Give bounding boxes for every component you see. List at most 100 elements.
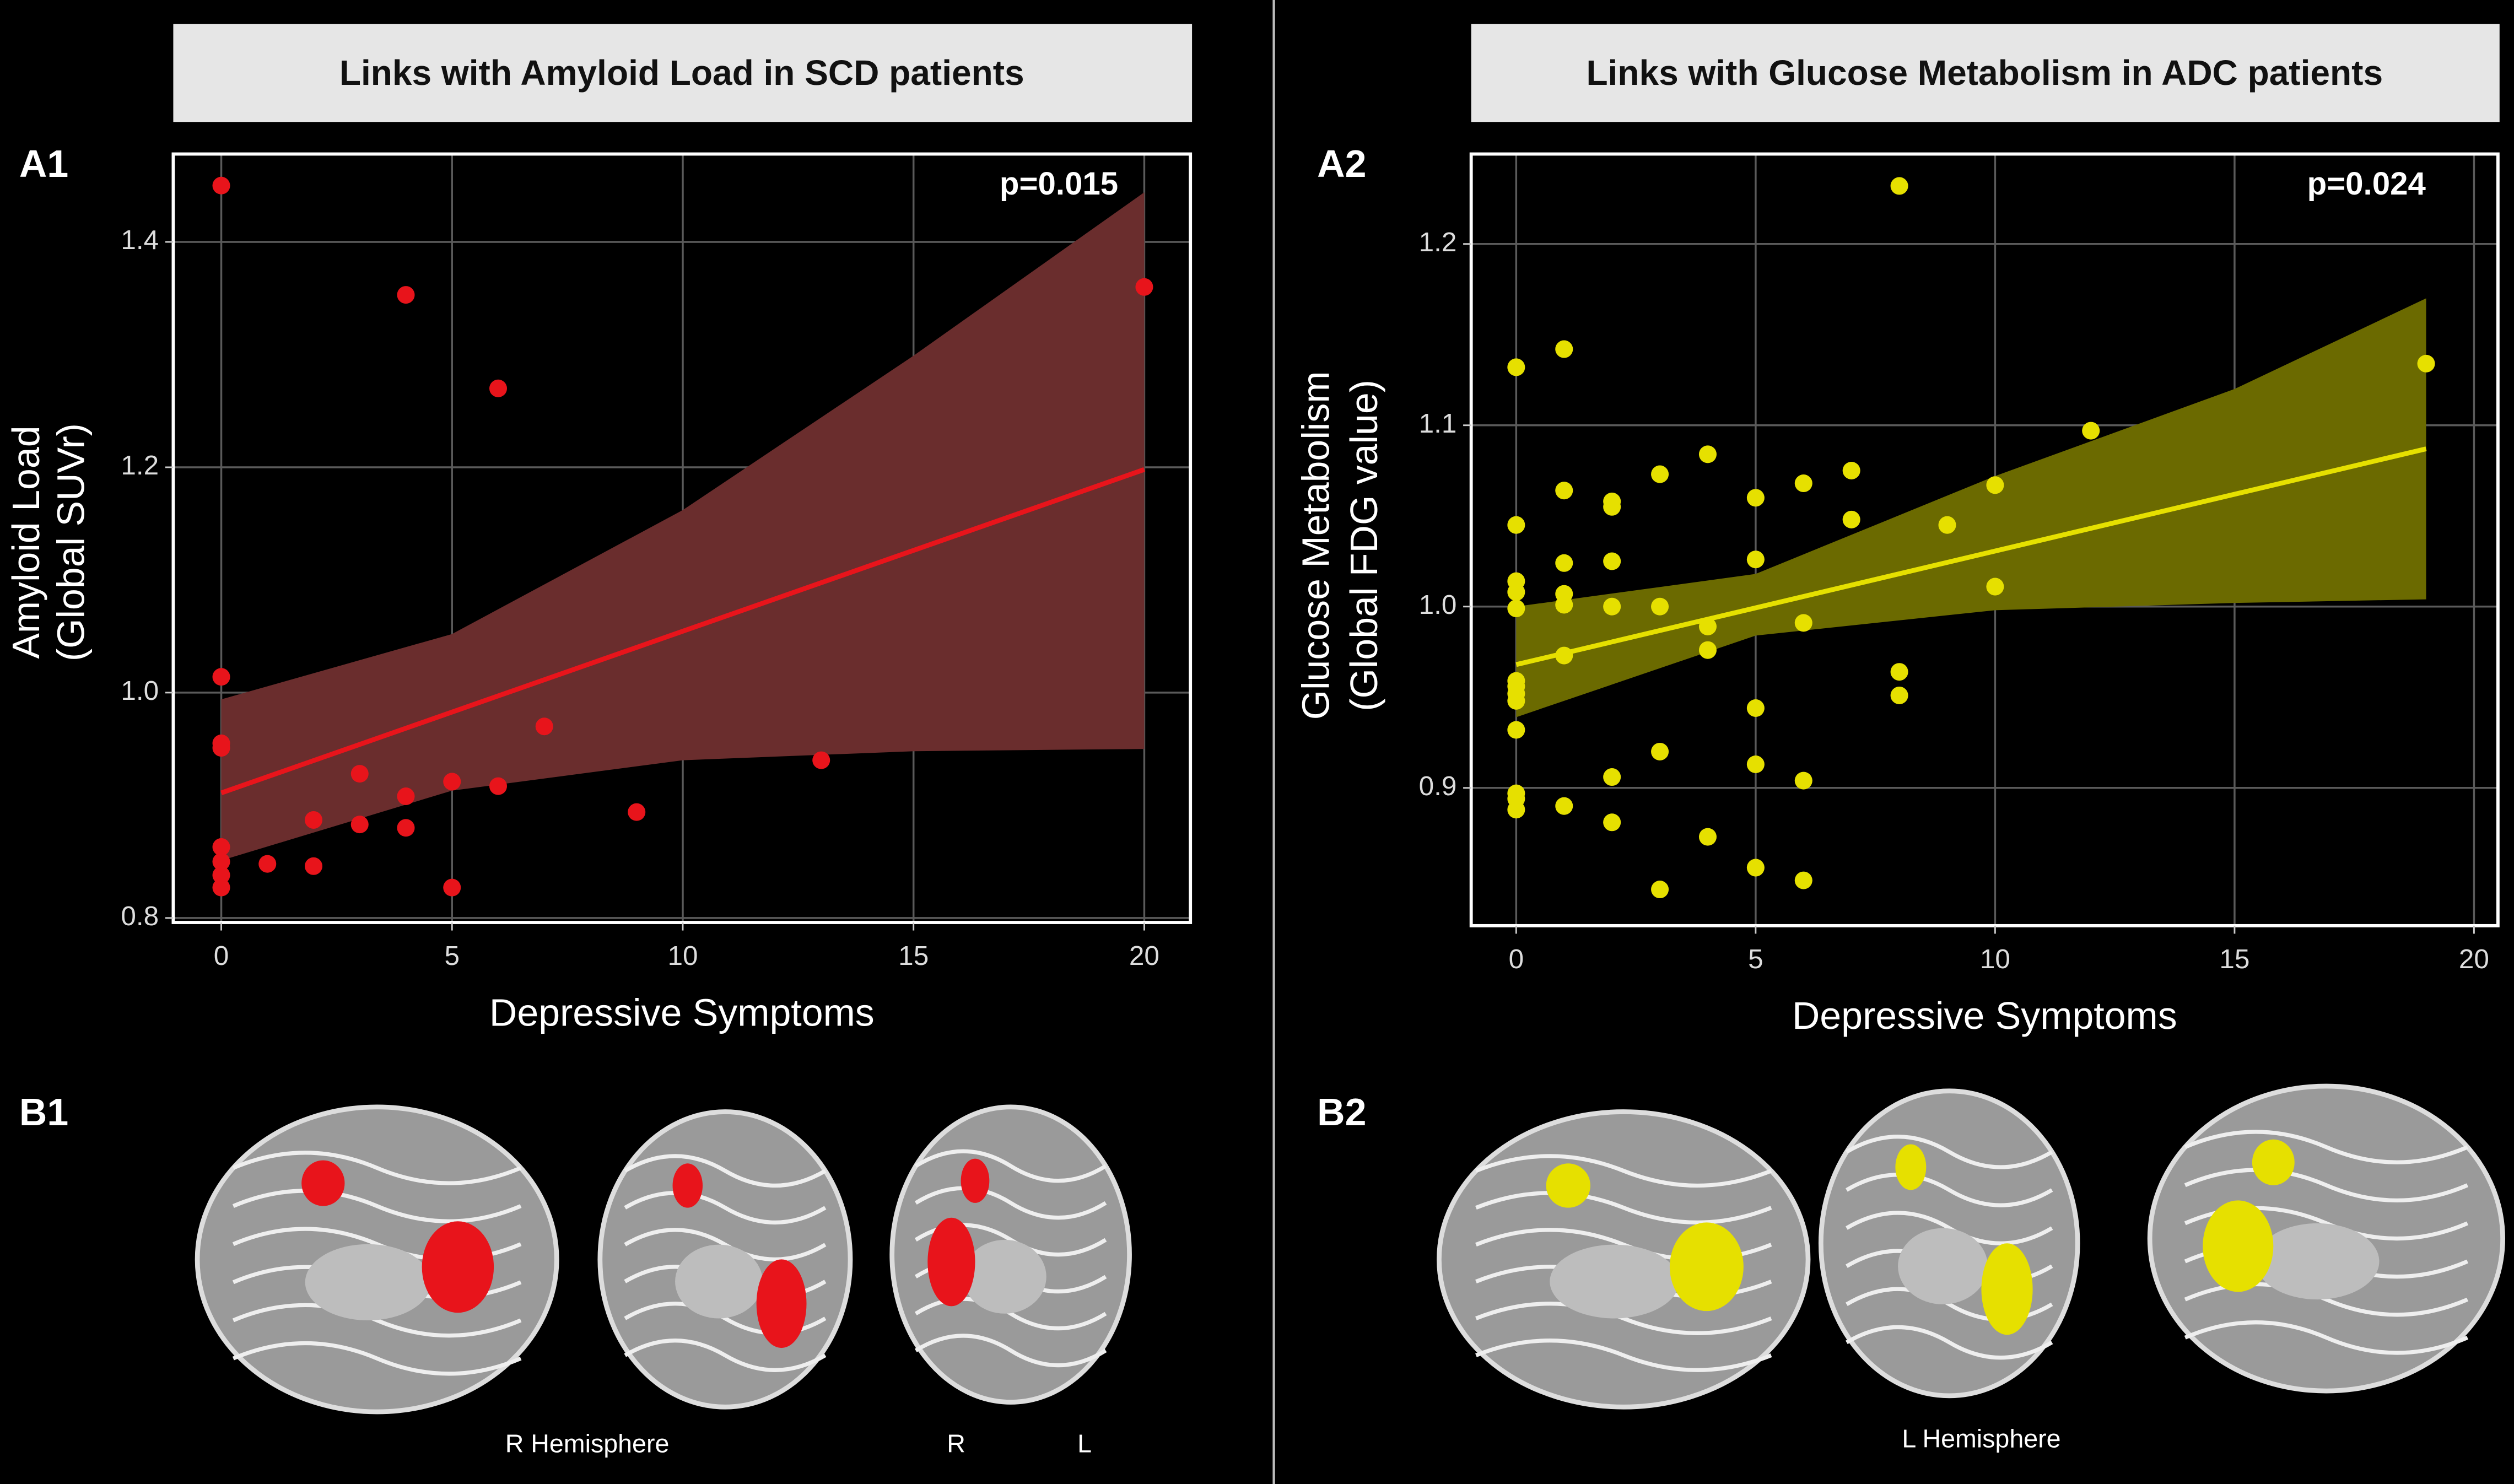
data-point — [212, 852, 230, 871]
brain-fold — [232, 1151, 522, 1185]
data-point — [1746, 699, 1765, 717]
brain-fold — [1846, 1135, 2053, 1169]
brain-core — [963, 1239, 1046, 1314]
data-point — [1746, 859, 1765, 877]
side-label: R — [947, 1429, 965, 1458]
panel-label: A1 — [19, 142, 68, 185]
data-point — [1938, 516, 1956, 534]
activation-blob — [301, 1160, 345, 1206]
x-tick-label: 15 — [898, 941, 929, 971]
data-point — [1651, 597, 1669, 616]
data-point — [1986, 578, 2004, 596]
data-point — [304, 811, 323, 829]
y-tick-label: 1.4 — [121, 225, 159, 255]
brain-fold — [914, 1149, 1107, 1183]
activation-blob — [2252, 1139, 2295, 1185]
chart-title: Links with Glucose Metabolism in ADC pat… — [1586, 53, 2383, 93]
annotation: p=0.024 — [2307, 166, 2426, 202]
brain-fold — [2184, 1168, 2469, 1202]
side-label: L — [1077, 1429, 1092, 1458]
panel-label: B2 — [1317, 1091, 1366, 1134]
brain-core — [675, 1244, 763, 1319]
panel-label: B1 — [19, 1091, 68, 1134]
activation-blob — [1669, 1222, 1744, 1312]
data-point — [212, 878, 230, 897]
activation-blob — [1895, 1144, 1927, 1190]
data-point — [443, 773, 461, 791]
x-tick-label: 20 — [1129, 941, 1159, 971]
data-point — [1698, 445, 1717, 463]
data-point — [1794, 771, 1812, 790]
data-point — [2082, 422, 2100, 440]
data-point — [1507, 692, 1525, 710]
data-point — [212, 866, 230, 884]
data-point — [1651, 881, 1669, 899]
brain-core — [1898, 1228, 1988, 1304]
brain-fold — [1475, 1154, 1772, 1188]
data-point — [304, 857, 323, 875]
data-point — [628, 803, 646, 821]
data-point — [489, 379, 508, 397]
x-tick-label: 5 — [1748, 944, 1763, 974]
data-point — [1507, 801, 1525, 819]
brain-core — [1550, 1244, 1679, 1319]
activation-blob — [1546, 1163, 1590, 1208]
data-point — [1507, 516, 1525, 534]
x-tick-label: 10 — [1980, 944, 2010, 974]
data-point — [397, 819, 415, 837]
data-point — [1651, 465, 1669, 483]
data-point — [2417, 354, 2435, 373]
data-point — [1746, 551, 1765, 569]
data-point — [1890, 663, 1908, 681]
data-point — [258, 855, 277, 873]
data-point — [1507, 600, 1525, 618]
data-point — [1555, 646, 1573, 665]
x-tick-label: 20 — [2459, 944, 2489, 974]
brain-fold — [624, 1228, 827, 1261]
data-point — [1555, 482, 1573, 500]
data-point — [1746, 755, 1765, 774]
brain-fold — [1846, 1211, 2053, 1245]
brain-fold — [2184, 1130, 2469, 1164]
x-axis-label: Depressive Symptoms — [489, 991, 875, 1034]
brain-fold — [2184, 1320, 2469, 1355]
activation-blob — [927, 1217, 975, 1307]
x-axis-label: Depressive Symptoms — [1792, 994, 2177, 1037]
data-point — [1603, 552, 1621, 570]
fit-line — [1515, 446, 2427, 667]
y-axis-label: (Global SUVr) — [49, 423, 92, 661]
fit-line — [220, 467, 1145, 795]
plot-frame — [1469, 152, 2500, 927]
y-tick-label: 1.2 — [1419, 227, 1457, 257]
brain-fold — [624, 1191, 827, 1224]
brain-fold — [1846, 1325, 2053, 1360]
brain-fold — [232, 1303, 522, 1338]
data-point — [1507, 358, 1525, 376]
x-tick-label: 10 — [667, 941, 698, 971]
title-box — [173, 24, 1193, 122]
data-point — [1842, 510, 1860, 528]
data-point — [1507, 583, 1525, 601]
brain-fold — [1475, 1339, 1772, 1372]
data-point — [1555, 596, 1573, 614]
confidence-band — [221, 192, 1145, 861]
data-point — [212, 668, 230, 686]
data-point — [350, 816, 369, 834]
data-point — [1603, 813, 1621, 832]
y-tick-label: 1.0 — [1419, 590, 1457, 620]
activation-blob — [1981, 1243, 2033, 1335]
data-point — [1651, 742, 1669, 760]
x-tick-label: 0 — [1509, 944, 1524, 974]
brain-fold — [624, 1154, 827, 1188]
data-point — [350, 765, 369, 783]
y-tick-label: 1.0 — [121, 676, 159, 706]
activation-blob — [2203, 1200, 2274, 1292]
brain-fold — [914, 1186, 1107, 1220]
activation-blob — [422, 1221, 494, 1313]
data-point — [443, 878, 461, 897]
chart-title: Links with Amyloid Load in SCD patients — [339, 53, 1024, 93]
y-tick-label: 0.8 — [121, 901, 159, 931]
data-point — [1698, 828, 1717, 846]
data-point — [397, 286, 415, 304]
